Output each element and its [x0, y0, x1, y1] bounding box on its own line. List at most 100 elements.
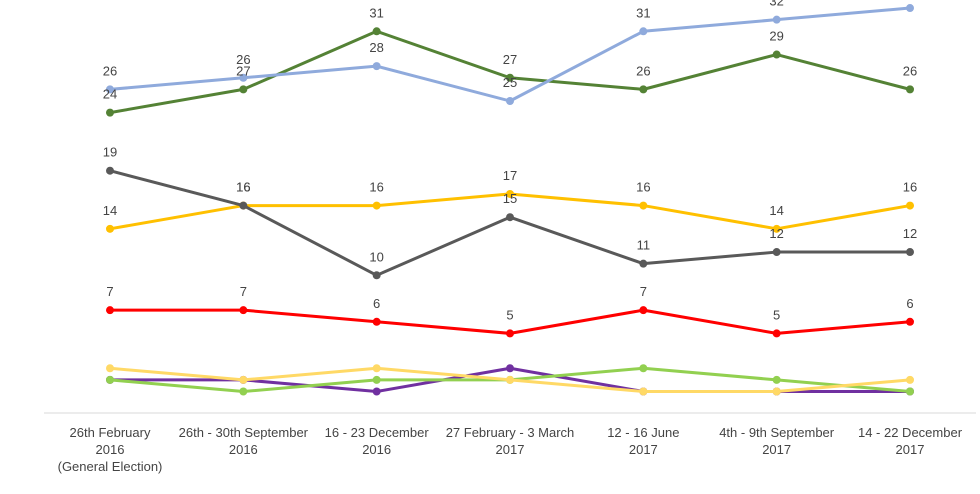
data-label: 16: [903, 180, 917, 195]
series-5: [106, 306, 914, 338]
data-label: 29: [769, 29, 783, 44]
series-3-point: [372, 271, 381, 280]
data-label: 31: [369, 5, 383, 20]
series-7-point: [239, 387, 248, 396]
series-2-point: [639, 85, 648, 94]
series-5-point: [106, 306, 114, 315]
data-label: 26: [903, 63, 917, 78]
series-1: [106, 4, 914, 105]
data-label: 16: [236, 180, 250, 195]
series-6-point: [639, 387, 648, 396]
data-label: 12: [769, 226, 783, 241]
series-1-point: [506, 97, 514, 105]
series-1-point: [106, 85, 114, 94]
data-label: 6: [373, 296, 380, 311]
series-6-point: [239, 375, 248, 384]
data-label: 7: [240, 284, 247, 299]
series-5-point: [506, 329, 514, 338]
data-label: 12: [903, 226, 917, 241]
series-1-point: [639, 27, 648, 36]
series-7-point: [372, 375, 381, 384]
series-2-point: [906, 85, 914, 94]
series-2-point: [372, 27, 381, 36]
series-3-point: [772, 248, 781, 257]
data-label: 26: [103, 63, 117, 78]
series-5-point: [639, 306, 648, 315]
series-layer: [106, 4, 914, 396]
series-1-point: [906, 4, 914, 13]
data-label: 15: [503, 191, 517, 206]
series-7-point: [106, 375, 114, 384]
data-label: 25: [503, 75, 517, 90]
series-3: [106, 166, 914, 280]
series-3-point: [239, 201, 248, 210]
data-label: 26: [236, 52, 250, 67]
series-3-point: [506, 213, 514, 222]
data-label: 16: [369, 180, 383, 195]
series-4-point: [372, 201, 381, 210]
series-6-point: [372, 364, 381, 373]
series-6-point: [506, 375, 514, 384]
data-label: 6: [906, 296, 913, 311]
data-label: 7: [106, 284, 113, 299]
series-2: [106, 27, 914, 117]
data-label: 11: [637, 238, 651, 253]
series-4-point: [906, 201, 914, 210]
series-6-point: [906, 375, 914, 384]
series-2-point: [106, 108, 114, 117]
series-4-point: [639, 201, 648, 210]
series-4-point: [106, 224, 114, 233]
series-5-point: [239, 306, 248, 315]
data-label: 7: [640, 284, 647, 299]
series-6: [106, 364, 914, 396]
x-tick-label: 16 - 23 December 2016: [325, 425, 430, 457]
x-tick-label: 26th - 30th September 2016: [179, 425, 309, 457]
series-5-point: [906, 317, 914, 326]
data-label: 26: [636, 63, 650, 78]
x-tick-label: 4th - 9th September 2017: [719, 425, 835, 457]
series-7-point: [639, 364, 648, 373]
x-tick-label: 27 February - 3 March 2017: [446, 425, 575, 457]
data-label: 17: [503, 168, 517, 183]
data-label: 32: [769, 0, 783, 9]
data-label: 28: [369, 40, 383, 55]
series-3-point: [906, 248, 914, 257]
data-label: 14: [769, 203, 783, 218]
data-label: 19: [103, 145, 117, 160]
series-1-point: [372, 62, 381, 71]
series-2-point: [239, 85, 248, 94]
series-1-point: [239, 73, 248, 82]
data-label: 5: [506, 307, 513, 322]
x-tick-label: 26th February 2016 (General Election): [58, 425, 163, 474]
series-2-point: [772, 50, 781, 59]
series-4-point: [506, 189, 514, 198]
x-tick-label: 14 - 22 December 2017: [858, 425, 963, 457]
series-3-point: [639, 259, 648, 268]
data-label: 16: [636, 180, 650, 195]
series-3-line: [108, 169, 912, 277]
data-label: 27: [236, 63, 250, 78]
series-5-point: [772, 329, 781, 338]
series-6-point: [772, 387, 781, 396]
series-5-point: [372, 317, 381, 326]
data-label: 27: [503, 52, 517, 67]
x-tick-labels: 26th February 2016 (General Election) 26th …: [58, 425, 963, 474]
series-2-point: [506, 73, 514, 82]
series-8-point: [506, 364, 514, 373]
x-tick-label: 12 - 16 June 2017: [607, 425, 679, 457]
series-3-point: [106, 166, 114, 175]
series-4-point: [772, 224, 781, 233]
data-label: 16: [236, 180, 250, 195]
data-label: 31: [636, 5, 650, 20]
series-1-point: [772, 15, 781, 24]
data-label: 5: [773, 307, 780, 322]
series-8-point: [372, 387, 381, 396]
series-7-point: [772, 375, 781, 384]
series-7-point: [906, 387, 914, 396]
data-label: 24: [103, 87, 117, 102]
series-6-point: [106, 364, 114, 373]
data-label: 14: [103, 203, 117, 218]
data-label: 10: [369, 249, 383, 264]
